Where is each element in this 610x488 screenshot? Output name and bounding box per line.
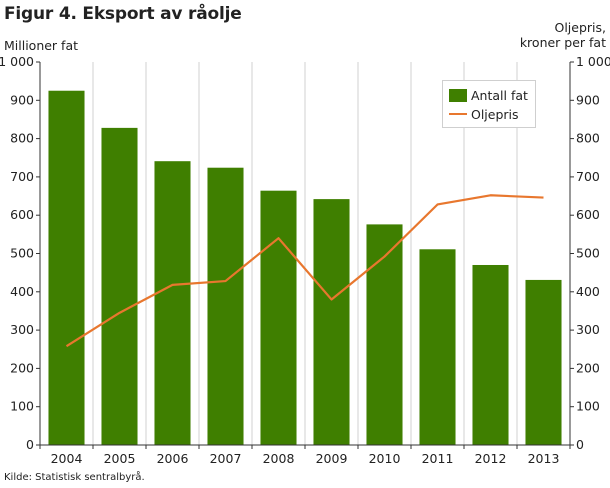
legend-bar-swatch (449, 88, 467, 102)
y-tick-label: 0 (26, 437, 34, 452)
bar (154, 161, 191, 445)
right-axis-label-line2: kroner per fat (519, 35, 606, 50)
x-tick-label: 2007 (210, 451, 242, 466)
x-tick-label: 2005 (104, 451, 136, 466)
y-tick-label: 100 (10, 399, 34, 414)
y-tick-label: 700 (10, 169, 34, 184)
y-tick-label: 500 (10, 246, 34, 261)
y-tick-label: 800 (10, 131, 34, 146)
x-tick-label: 2011 (422, 451, 454, 466)
legend-item-line: Oljepris (449, 106, 519, 122)
x-tick-label: 2013 (528, 451, 560, 466)
x-tick-label: 2004 (51, 451, 83, 466)
x-tick-label: 2012 (475, 451, 507, 466)
bar (260, 190, 297, 445)
legend-line-label: Oljepris (471, 106, 519, 122)
y2-tick-label: 500 (576, 246, 600, 261)
bar (366, 224, 403, 445)
bar (419, 249, 456, 445)
bar (472, 264, 509, 445)
bar (101, 127, 138, 445)
y2-tick-label: 600 (576, 207, 600, 222)
x-tick-label: 2008 (263, 451, 295, 466)
source-note: Kilde: Statistisk sentralbyrå. (4, 472, 145, 483)
legend: Antall fat Oljepris (442, 80, 536, 128)
y2-tick-label: 1 000 (576, 54, 610, 69)
right-axis-label: Oljepris, kroner per fat (520, 20, 606, 50)
y2-tick-label: 700 (576, 169, 600, 184)
x-tick-label: 2006 (157, 451, 189, 466)
chart-title: Figur 4. Eksport av råolje (4, 4, 242, 24)
series-line-oljepris (65, 194, 544, 348)
y-tick-label: 900 (10, 92, 34, 107)
bar (207, 167, 244, 445)
y2-tick-label: 0 (576, 437, 584, 452)
x-tick-label: 2010 (369, 451, 401, 466)
y2-tick-label: 800 (576, 131, 600, 146)
right-axis-label-line1: Oljepris, (554, 20, 606, 35)
y-tick-label: 1 000 (0, 54, 34, 69)
y-tick-label: 200 (10, 360, 34, 375)
y2-tick-label: 100 (576, 399, 600, 414)
y2-tick-label: 900 (576, 92, 600, 107)
bar (313, 199, 350, 445)
y2-tick-label: 200 (576, 360, 600, 375)
y-tick-label: 600 (10, 207, 34, 222)
y-tick-label: 400 (10, 284, 34, 299)
legend-bar-label: Antall fat (471, 87, 528, 103)
y2-tick-label: 300 (576, 322, 600, 337)
bar (525, 279, 562, 445)
y2-tick-label: 400 (576, 284, 600, 299)
y-tick-label: 300 (10, 322, 34, 337)
x-tick-label: 2009 (316, 451, 348, 466)
left-axis-label: Millioner fat (4, 38, 79, 53)
legend-item-bars: Antall fat (449, 87, 528, 103)
bar (48, 90, 85, 445)
legend-line-swatch (449, 113, 467, 115)
